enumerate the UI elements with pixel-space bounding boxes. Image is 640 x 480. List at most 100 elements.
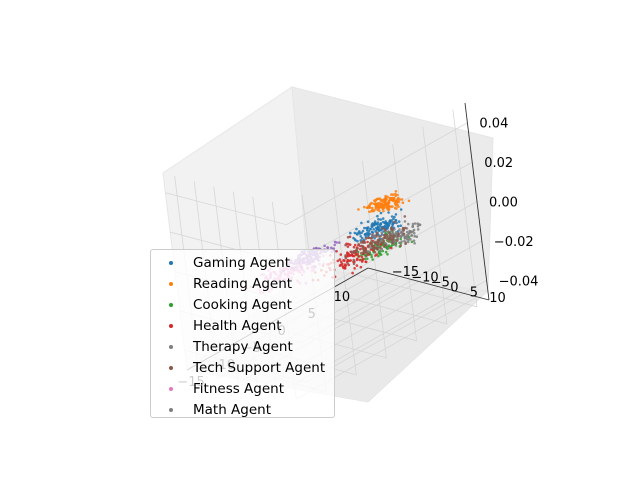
scatter-point bbox=[388, 231, 391, 235]
scatter-point bbox=[373, 209, 376, 212]
scatter-point bbox=[412, 228, 416, 232]
scatter-point bbox=[381, 217, 385, 220]
scatter-point bbox=[352, 245, 356, 249]
scatter-point bbox=[347, 242, 350, 246]
scatter-point bbox=[356, 252, 360, 256]
scatter-point bbox=[370, 244, 374, 248]
scatter-point bbox=[344, 257, 348, 260]
legend-item: Gaming Agent bbox=[161, 252, 334, 273]
scatter-point bbox=[405, 233, 409, 237]
scatter-point bbox=[326, 246, 329, 249]
scatter-point bbox=[379, 246, 382, 250]
scatter-point bbox=[340, 262, 344, 266]
scatter-point bbox=[393, 215, 396, 219]
scatter-point bbox=[399, 237, 403, 241]
y-tick-label: −15 bbox=[392, 265, 419, 280]
scatter-point bbox=[372, 235, 376, 238]
scatter-point bbox=[384, 194, 387, 198]
scatter-point bbox=[371, 222, 374, 225]
scatter-point bbox=[371, 258, 375, 261]
scatter-point bbox=[374, 254, 377, 257]
scatter-point bbox=[396, 234, 400, 238]
scatter-point bbox=[369, 241, 372, 245]
scatter-point bbox=[396, 224, 400, 228]
scatter-point bbox=[386, 202, 389, 205]
z-tick-label: −0.04 bbox=[499, 274, 539, 289]
scatter-point bbox=[371, 233, 374, 237]
x-tick-label: 10 bbox=[334, 290, 351, 305]
scatter-point bbox=[373, 199, 377, 203]
scatter-point bbox=[359, 239, 363, 242]
scatter-point bbox=[399, 224, 403, 227]
scatter-point bbox=[407, 222, 410, 226]
scatter-point bbox=[335, 241, 339, 244]
scatter-point bbox=[374, 226, 378, 230]
scatter-point bbox=[398, 228, 401, 231]
scatter-point bbox=[386, 226, 390, 229]
scatter-point bbox=[370, 239, 373, 243]
scatter-point bbox=[413, 222, 417, 225]
legend-item: Tech Support Agent bbox=[161, 357, 334, 378]
scatter-point bbox=[374, 222, 377, 225]
scatter-point bbox=[418, 223, 421, 226]
legend-label: Cooking Agent bbox=[193, 296, 292, 313]
legend-marker bbox=[169, 407, 173, 412]
scatter-point bbox=[393, 199, 397, 202]
scatter-point bbox=[382, 230, 385, 233]
scatter-point bbox=[372, 202, 376, 206]
scatter-point bbox=[364, 237, 368, 240]
scatter-point bbox=[360, 251, 363, 255]
scatter-point bbox=[379, 243, 383, 246]
scatter-point bbox=[347, 254, 350, 258]
scatter-point bbox=[366, 226, 370, 229]
legend-item: Cooking Agent bbox=[161, 294, 334, 315]
scatter-point bbox=[333, 243, 337, 247]
legend-marker bbox=[169, 260, 173, 265]
scatter-point bbox=[376, 221, 380, 224]
scatter-point bbox=[411, 222, 415, 226]
scatter-point bbox=[376, 208, 380, 212]
scatter-point bbox=[370, 201, 373, 205]
scatter-point bbox=[363, 257, 367, 261]
z-tick-label: 0.04 bbox=[479, 117, 508, 132]
y-tick-label: −5 bbox=[431, 275, 450, 290]
scatter-point bbox=[344, 243, 347, 247]
scatter-point bbox=[377, 254, 380, 258]
scatter-point bbox=[387, 211, 390, 214]
legend-marker bbox=[169, 323, 173, 328]
scatter-point bbox=[406, 240, 410, 244]
scatter-point bbox=[372, 249, 375, 252]
scatter-point bbox=[415, 235, 419, 238]
z-tick-label: 0.00 bbox=[489, 196, 518, 211]
scatter-point bbox=[382, 209, 385, 213]
scatter-point bbox=[376, 238, 380, 242]
scatter-point bbox=[367, 229, 371, 233]
scatter-point bbox=[346, 262, 350, 265]
scatter-point bbox=[349, 231, 352, 235]
scatter-point bbox=[377, 218, 380, 221]
z-axis-line bbox=[464, 102, 490, 301]
scatter-point bbox=[352, 254, 356, 258]
scatter-point bbox=[393, 201, 397, 205]
scatter-point bbox=[396, 199, 399, 202]
scatter-point bbox=[360, 255, 364, 259]
scatter-point bbox=[378, 228, 381, 232]
scatter-point bbox=[396, 193, 399, 197]
scatter-point bbox=[392, 235, 395, 238]
scatter-point bbox=[370, 236, 374, 240]
scatter-point bbox=[370, 209, 373, 213]
legend-label: Gaming Agent bbox=[193, 254, 291, 271]
legend-label: Math Agent bbox=[193, 401, 272, 418]
scatter-point bbox=[383, 225, 387, 228]
scatter-point bbox=[399, 208, 403, 211]
scatter-point bbox=[363, 205, 366, 209]
scatter-point bbox=[366, 220, 370, 223]
scatter-point bbox=[344, 254, 347, 257]
scatter-point bbox=[410, 240, 414, 244]
scatter-point bbox=[370, 255, 374, 259]
legend-item: Reading Agent bbox=[161, 273, 334, 294]
scatter-point bbox=[355, 248, 358, 251]
legend-marker bbox=[169, 386, 173, 391]
scatter-point bbox=[391, 196, 395, 200]
scatter-point bbox=[353, 231, 357, 235]
